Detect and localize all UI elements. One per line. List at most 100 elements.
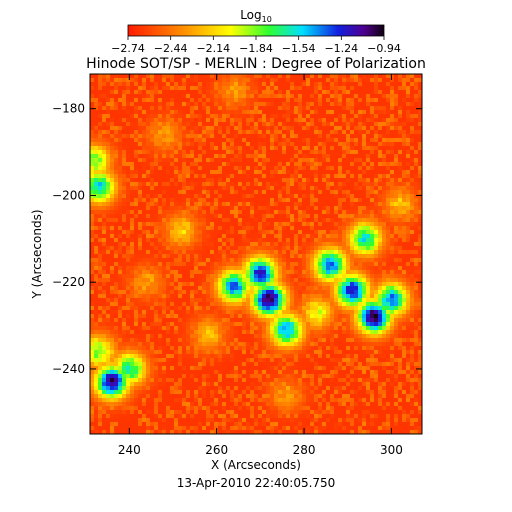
heatmap-cell bbox=[114, 226, 119, 231]
heatmap-cell bbox=[258, 162, 263, 167]
heatmap-cell bbox=[242, 134, 247, 139]
heatmap-cell bbox=[194, 150, 199, 155]
heatmap-cell bbox=[302, 174, 307, 179]
heatmap-cell bbox=[214, 238, 219, 243]
heatmap-cell bbox=[158, 174, 163, 179]
heatmap-cell bbox=[98, 114, 103, 119]
heatmap-cell bbox=[254, 250, 259, 255]
heatmap-cell bbox=[418, 118, 423, 123]
heatmap-cell bbox=[166, 266, 171, 271]
heatmap-cell bbox=[214, 150, 219, 155]
heatmap-cell bbox=[410, 158, 415, 163]
heatmap-cell bbox=[122, 222, 127, 227]
heatmap-cell bbox=[402, 214, 407, 219]
heatmap-cell bbox=[226, 298, 231, 303]
heatmap-cell bbox=[114, 78, 119, 83]
heatmap-cell bbox=[222, 254, 227, 259]
heatmap-cell bbox=[354, 154, 359, 159]
heatmap-cell bbox=[302, 146, 307, 151]
heatmap-cell bbox=[414, 158, 419, 163]
heatmap-cell bbox=[318, 158, 323, 163]
heatmap-cell bbox=[370, 210, 375, 215]
heatmap-cell bbox=[314, 198, 319, 203]
heatmap-cell bbox=[102, 130, 107, 135]
heatmap-cell bbox=[406, 210, 411, 215]
heatmap-cell bbox=[234, 110, 239, 115]
heatmap-cell bbox=[146, 98, 151, 103]
heatmap-cell bbox=[206, 258, 211, 263]
heatmap-cell bbox=[238, 90, 243, 95]
heatmap-cell bbox=[138, 302, 143, 307]
heatmap-cell bbox=[398, 274, 403, 279]
heatmap-cell bbox=[102, 270, 107, 275]
heatmap-cell bbox=[150, 206, 155, 211]
heatmap-cell bbox=[206, 254, 211, 259]
heatmap-cell bbox=[166, 138, 171, 143]
heatmap-cell bbox=[250, 282, 255, 287]
heatmap-cell bbox=[202, 198, 207, 203]
heatmap-cell bbox=[182, 298, 187, 303]
heatmap-cell bbox=[318, 130, 323, 135]
heatmap-cell bbox=[410, 166, 415, 171]
heatmap-cell bbox=[198, 242, 203, 247]
heatmap-cell bbox=[290, 246, 295, 251]
heatmap-cell bbox=[98, 78, 103, 83]
heatmap-cell bbox=[294, 238, 299, 243]
heatmap-cell bbox=[162, 130, 167, 135]
heatmap-cell bbox=[374, 190, 379, 195]
heatmap-cell bbox=[106, 294, 111, 299]
heatmap-cell bbox=[406, 134, 411, 139]
heatmap-cell bbox=[142, 294, 147, 299]
heatmap-cell bbox=[114, 194, 119, 199]
heatmap-cell bbox=[306, 306, 311, 311]
heatmap-cell bbox=[286, 78, 291, 83]
heatmap-cell bbox=[294, 134, 299, 139]
heatmap-cell bbox=[130, 246, 135, 251]
heatmap-cell bbox=[366, 294, 371, 299]
heatmap-cell bbox=[414, 94, 419, 99]
heatmap-cell bbox=[202, 266, 207, 271]
heatmap-cell bbox=[266, 278, 271, 283]
heatmap-cell bbox=[94, 106, 99, 111]
heatmap-cell bbox=[370, 214, 375, 219]
heatmap-cell bbox=[302, 94, 307, 99]
heatmap-cell bbox=[354, 86, 359, 91]
heatmap-cell bbox=[138, 294, 143, 299]
heatmap-cell bbox=[250, 306, 255, 311]
heatmap-cell bbox=[414, 202, 419, 207]
heatmap-cell bbox=[366, 246, 371, 251]
heatmap-cell bbox=[282, 74, 287, 79]
heatmap-cell bbox=[162, 186, 167, 191]
heatmap-cell bbox=[386, 114, 391, 119]
heatmap-cell bbox=[238, 246, 243, 251]
heatmap-cell bbox=[262, 222, 267, 227]
heatmap-cell bbox=[302, 178, 307, 183]
heatmap-cell bbox=[382, 114, 387, 119]
heatmap-cell bbox=[94, 90, 99, 95]
heatmap-cell bbox=[390, 94, 395, 99]
heatmap-cell bbox=[226, 274, 231, 279]
heatmap-cell bbox=[270, 190, 275, 195]
heatmap-cell bbox=[382, 210, 387, 215]
heatmap-cell bbox=[346, 122, 351, 127]
heatmap-cell bbox=[410, 86, 415, 91]
heatmap-cell bbox=[390, 238, 395, 243]
heatmap-cell bbox=[418, 130, 423, 135]
heatmap-cell bbox=[350, 234, 355, 239]
heatmap-cell bbox=[202, 274, 207, 279]
heatmap-cell bbox=[338, 250, 343, 255]
heatmap-cell bbox=[138, 98, 143, 103]
heatmap-cell bbox=[266, 298, 271, 303]
heatmap-cell bbox=[274, 190, 279, 195]
heatmap-cell bbox=[166, 218, 171, 223]
heatmap-cell bbox=[410, 278, 415, 283]
heatmap-cell bbox=[398, 106, 403, 111]
heatmap-cell bbox=[322, 130, 327, 135]
heatmap-cell bbox=[346, 118, 351, 123]
heatmap-cell bbox=[98, 270, 103, 275]
heatmap-cell bbox=[394, 310, 399, 315]
heatmap-cell bbox=[162, 274, 167, 279]
heatmap-cell bbox=[318, 170, 323, 175]
heatmap-cell bbox=[186, 154, 191, 159]
heatmap-cell bbox=[138, 198, 143, 203]
